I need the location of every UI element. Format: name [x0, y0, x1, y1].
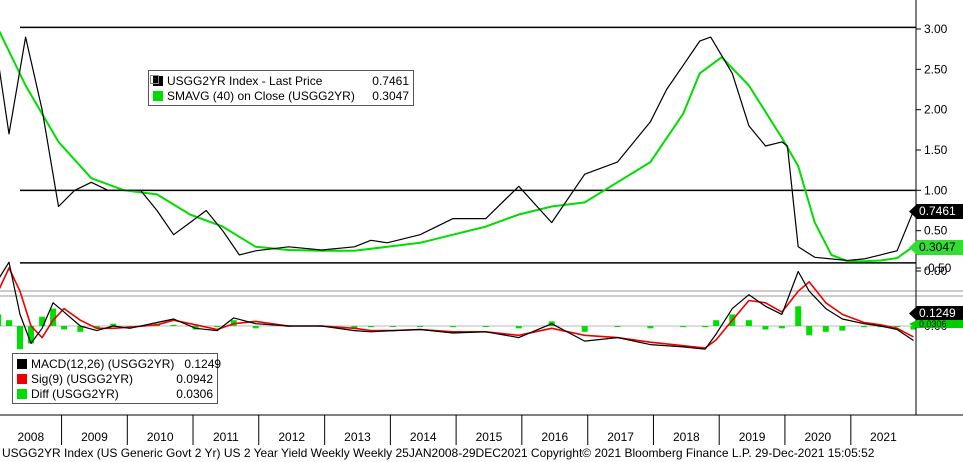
reference-lines — [20, 26, 916, 264]
diff-bar — [27, 326, 34, 344]
macd-last-tag: 0.1249 — [909, 306, 963, 321]
y-tick-label: 1.50 — [924, 143, 948, 157]
legend-row-diff: Diff (USGG2YR) 0.0306 — [17, 386, 213, 401]
legend-label-smavg: SMAVG (40) on Close (USGG2YR) — [167, 88, 355, 103]
diff-bar — [778, 326, 785, 329]
legend-swatch-signal — [17, 373, 27, 384]
legend-value-price: 0.7461 — [372, 73, 409, 88]
diff-bar — [745, 320, 752, 326]
diff-bar — [680, 326, 687, 328]
diff-bar — [762, 326, 769, 330]
legend-row-macd: MACD(12,26) (USGG2YR) 0.1249 — [17, 356, 221, 371]
x-tick-label: 2014 — [410, 430, 437, 444]
y-tick-label: 0.50 — [924, 224, 948, 238]
diff-last-tag: 0.0306 — [909, 320, 963, 328]
y-tick-label: 3.00 — [924, 22, 948, 36]
diff-bar — [795, 306, 802, 326]
legend-row-smavg: SMAVG (40) on Close (USGG2YR) 0.3047 — [153, 88, 409, 103]
diff-bar — [93, 326, 100, 329]
legend-value-signal: 0.0942 — [176, 371, 213, 386]
x-tick-label: 2017 — [607, 430, 634, 444]
x-tick-label: 2013 — [344, 430, 371, 444]
chart-footer: USGG2YR Index (US Generic Govt 2 Yr) US … — [2, 446, 875, 460]
x-tick-label: 2021 — [870, 430, 897, 444]
y-tick-label: 1.00 — [924, 183, 948, 197]
y-tick-label: 2.50 — [924, 62, 948, 76]
x-tick-label: 2016 — [541, 430, 568, 444]
diff-bar — [702, 326, 709, 328]
diff-bar — [713, 320, 720, 326]
diff-bar — [170, 324, 177, 326]
diff-bar — [16, 326, 23, 350]
diff-bar — [61, 326, 68, 330]
price-pane-series — [0, 30, 915, 263]
legend-row-signal: Sig(9) (USGG2YR) 0.0942 — [17, 371, 213, 386]
x-tick-label: 2011 — [213, 430, 239, 444]
x-tick-label: 2018 — [673, 430, 700, 444]
price-legend: USGG2YR Index - Last Price 0.7461 SMAVG … — [148, 70, 414, 106]
macd-line — [0, 261, 914, 350]
x-tick-label: 2008 — [17, 430, 44, 444]
macd-legend: MACD(12,26) (USGG2YR) 0.1249 Sig(9) (USG… — [12, 353, 221, 404]
legend-row-price: USGG2YR Index - Last Price 0.7461 — [153, 73, 409, 88]
y-tick-label: -0.50 — [924, 261, 952, 275]
legend-label-diff: Diff (USGG2YR) — [31, 386, 119, 401]
x-tick-label: 2020 — [805, 430, 832, 444]
diff-bar — [252, 326, 259, 329]
legend-value-macd: 0.1249 — [184, 356, 222, 371]
y-tick-label: 0.00 — [924, 264, 948, 278]
diff-bar — [894, 326, 901, 328]
diff-bar — [839, 326, 846, 331]
legend-swatch-macd — [17, 358, 27, 369]
last-price-tag: 0.7461 — [909, 204, 963, 219]
top-pane-bg — [0, 0, 916, 291]
diff-bar — [6, 320, 13, 326]
diff-bar — [806, 326, 813, 336]
x-tick-label: 2009 — [81, 430, 108, 444]
diff-bar — [647, 326, 654, 329]
diff-bar — [351, 326, 358, 329]
diff-bar — [39, 316, 46, 326]
x-tick-label: 2010 — [147, 430, 174, 444]
legend-swatch-smavg — [153, 90, 163, 101]
legend-label-signal: Sig(9) (USGG2YR) — [31, 371, 134, 386]
diff-bar — [110, 323, 117, 326]
diff-bar — [860, 326, 867, 328]
smavg-last-tag: 0.3047 — [909, 240, 963, 255]
diff-bar — [367, 326, 374, 328]
macd-pane-series — [0, 261, 917, 350]
diff-bar — [822, 326, 829, 332]
x-tick-label: 2012 — [278, 430, 305, 444]
x-axis: 2008 2009 2010 2011 2012 2013 2014 2015 2016 2017… — [17, 415, 897, 445]
legend-collapse-icon[interactable]: − — [150, 75, 159, 84]
legend-label-macd: MACD(12,26) (USGG2YR) — [31, 356, 175, 371]
diff-bar — [50, 308, 57, 326]
diff-bar — [77, 326, 84, 332]
smavg-line — [0, 30, 915, 263]
diff-bar — [389, 326, 396, 327]
x-tick-label: 2015 — [476, 430, 503, 444]
legend-value-smavg: 0.3047 — [372, 88, 409, 103]
diff-bar — [417, 326, 424, 327]
legend-label-price: USGG2YR Index - Last Price — [167, 73, 323, 88]
diff-bar — [214, 326, 221, 328]
diff-bar — [581, 326, 588, 332]
diff-bar — [482, 326, 489, 327]
price-pane-y-axis: 3.00 2.50 2.00 1.50 1.00 0.50 0.00 — [916, 22, 948, 278]
diff-bar — [515, 326, 522, 329]
y-tick-label: 2.00 — [924, 103, 948, 117]
diff-bar — [0, 314, 2, 326]
legend-swatch-diff — [17, 388, 27, 399]
diff-bar — [450, 326, 457, 328]
price-line — [0, 36, 915, 262]
legend-value-diff: 0.0306 — [176, 386, 213, 401]
diff-bar — [614, 326, 621, 327]
diff-bar — [910, 326, 917, 330]
x-tick-label: 2019 — [739, 430, 766, 444]
